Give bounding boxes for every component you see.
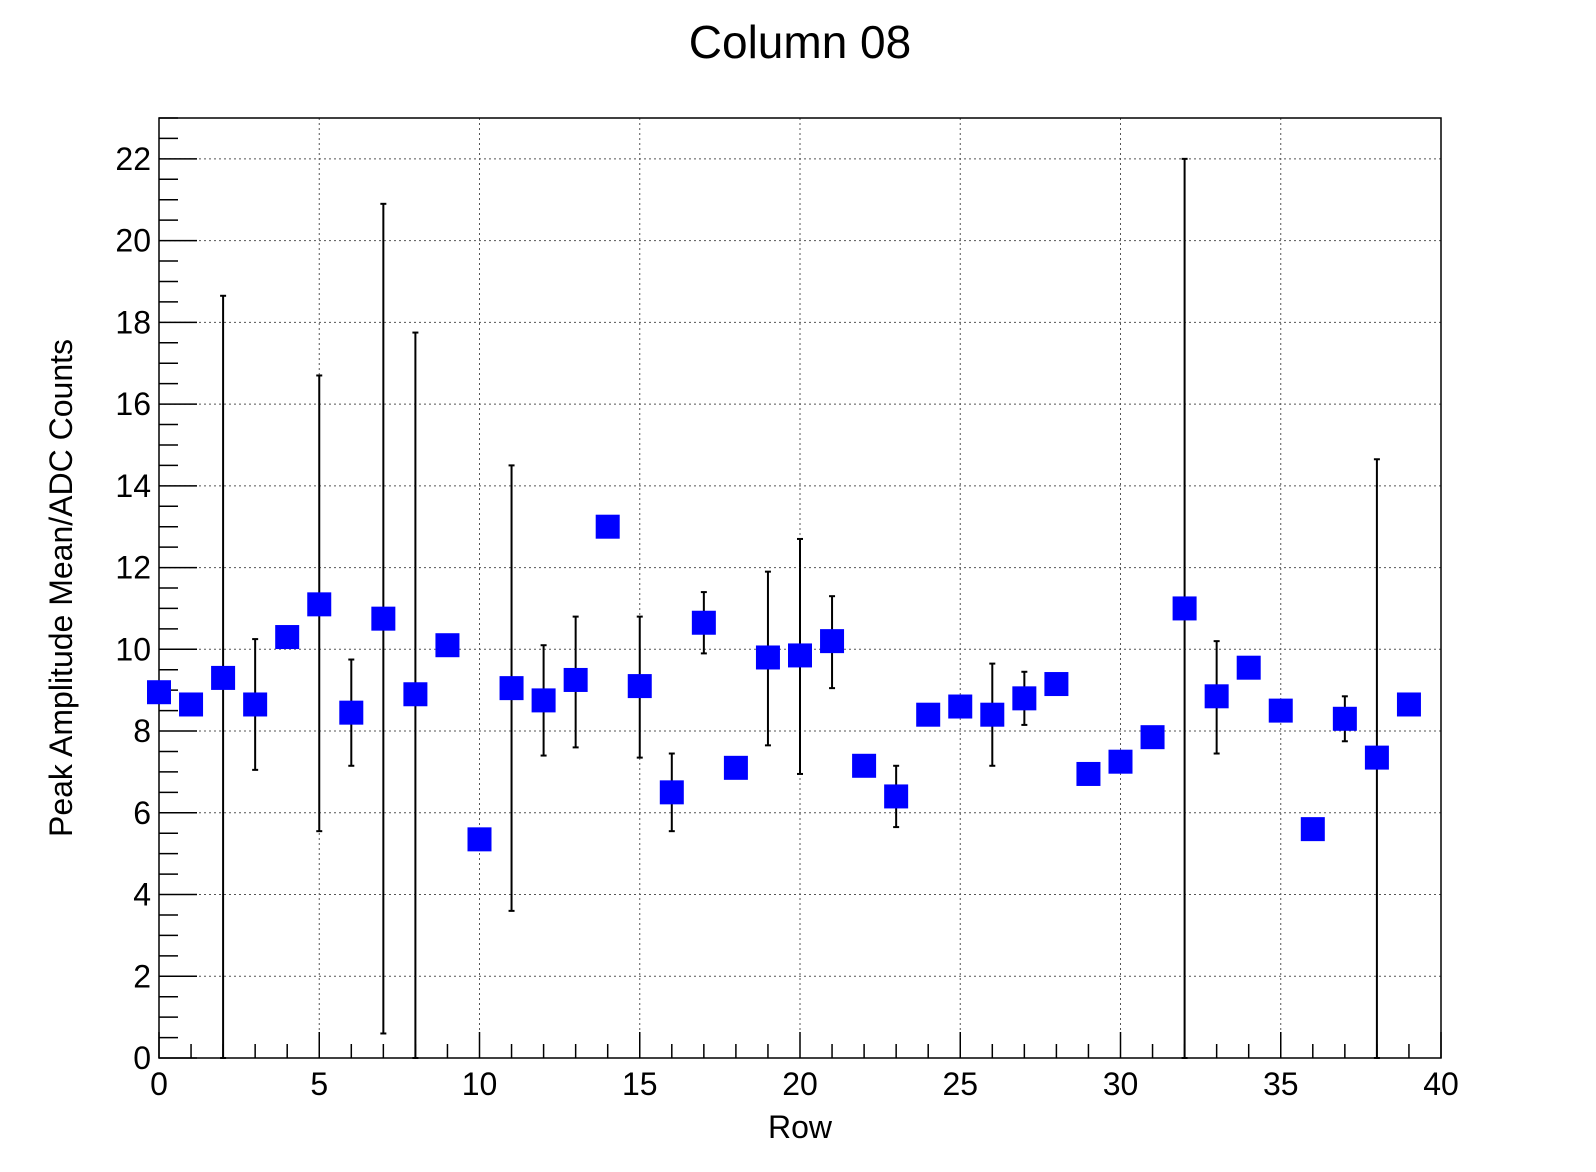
- data-point: [659, 780, 684, 805]
- data-point: [1140, 725, 1165, 750]
- data-point: [595, 514, 620, 539]
- y-tick-label: 2: [133, 958, 151, 994]
- y-tick-label: 8: [133, 713, 151, 749]
- data-point: [499, 676, 524, 701]
- data-point: [1076, 761, 1101, 786]
- y-tick-label: 6: [133, 795, 151, 831]
- data-point: [1396, 692, 1421, 717]
- data-point: [339, 700, 364, 725]
- y-axis-ticks: [159, 117, 197, 1059]
- data-point: [275, 625, 300, 650]
- x-tick-label: 25: [942, 1066, 978, 1102]
- data-point: [723, 755, 748, 780]
- x-axis-ticks: [158, 1032, 1442, 1058]
- data-point: [307, 592, 332, 617]
- y-tick-label: 12: [115, 550, 151, 586]
- y-tick-label: 22: [115, 141, 151, 177]
- x-tick-label: 15: [622, 1066, 658, 1102]
- data-point: [563, 667, 588, 692]
- x-axis-tick-labels: 0 5 10 15 20 25 30 35 40: [150, 1066, 1459, 1102]
- data-point: [243, 692, 268, 717]
- data-point: [691, 610, 716, 635]
- data-point: [1268, 698, 1293, 723]
- data-point: [852, 753, 877, 778]
- data-point: [531, 688, 556, 713]
- y-tick-label: 18: [115, 304, 151, 340]
- x-tick-label: 35: [1263, 1066, 1299, 1102]
- data-point: [1236, 655, 1261, 680]
- data-point: [403, 682, 428, 707]
- data-point: [435, 633, 460, 658]
- x-tick-label: 20: [782, 1066, 818, 1102]
- data-point: [211, 665, 236, 690]
- data-point: [1204, 684, 1229, 709]
- data-point: [1172, 596, 1197, 621]
- data-point: [179, 692, 204, 717]
- data-point: [948, 694, 973, 719]
- y-axis-tick-labels: 0 2 4 6 8 10 12 14 16 18 20 22: [115, 141, 151, 1076]
- data-point: [1364, 745, 1389, 770]
- x-tick-label: 30: [1103, 1066, 1139, 1102]
- data-point: [1332, 706, 1357, 731]
- y-tick-label: 4: [133, 877, 151, 913]
- data-point: [755, 645, 780, 670]
- data-point: [1012, 686, 1037, 711]
- chart-title: Column 08: [689, 16, 911, 68]
- data-point: [1300, 817, 1325, 842]
- y-tick-label: 20: [115, 223, 151, 259]
- x-axis-label: Row: [768, 1109, 833, 1145]
- data-point: [627, 674, 652, 699]
- data-point: [467, 827, 492, 852]
- data-point: [884, 784, 909, 809]
- data-point: [820, 629, 845, 654]
- y-tick-label: 10: [115, 631, 151, 667]
- data-point: [147, 680, 171, 705]
- x-tick-label: 10: [462, 1066, 498, 1102]
- y-tick-label: 14: [115, 468, 151, 504]
- y-axis-label: Peak Amplitude Mean/ADC Counts: [43, 339, 79, 837]
- y-tick-label: 16: [115, 386, 151, 422]
- data-point: [371, 606, 396, 631]
- x-tick-label: 0: [150, 1066, 168, 1102]
- data-point: [788, 643, 812, 668]
- x-tick-label: 5: [310, 1066, 328, 1102]
- data-markers: [147, 514, 1421, 852]
- x-tick-label: 40: [1423, 1066, 1459, 1102]
- data-point: [1108, 749, 1133, 774]
- data-point: [1044, 672, 1069, 697]
- data-point: [980, 702, 1005, 727]
- y-tick-label: 0: [133, 1040, 151, 1076]
- data-point: [916, 702, 941, 727]
